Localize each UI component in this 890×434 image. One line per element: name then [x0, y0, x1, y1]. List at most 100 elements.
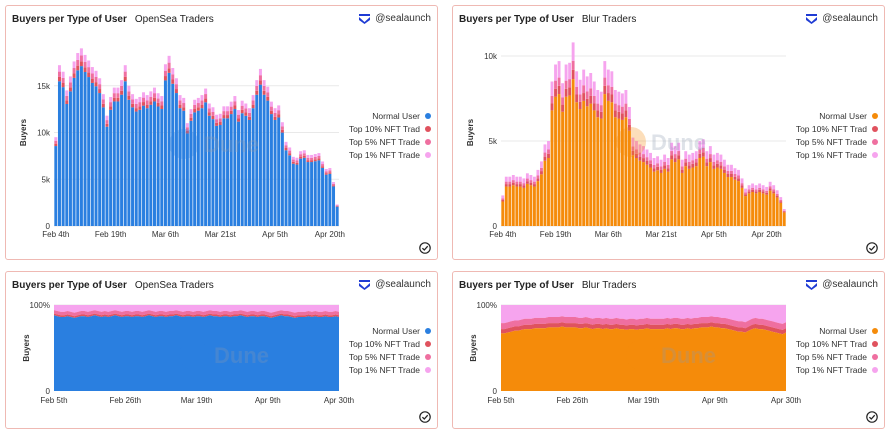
legend-item[interactable]: Normal User	[796, 109, 878, 122]
legend-item[interactable]: Top 5% NFT Trade	[796, 350, 878, 363]
bar-segment-top10	[652, 168, 656, 172]
bar-segment-top1	[109, 96, 113, 103]
bar-segment-top1	[79, 48, 83, 56]
bar-segment-top1	[673, 146, 677, 155]
bar-segment-top10	[222, 115, 226, 119]
legend-item[interactable]: Normal User	[349, 324, 431, 337]
bar-segment-top10	[525, 181, 529, 184]
bar-segment-top5	[273, 112, 277, 117]
legend-item[interactable]: Top 1% NFT Trade	[796, 148, 878, 161]
bar-segment-normal	[511, 185, 515, 226]
bar-segment-normal	[606, 100, 610, 226]
bar-segment-normal	[269, 114, 273, 226]
bar-segment-top10	[200, 104, 204, 109]
y-tick-label: 5k	[42, 175, 51, 184]
bar-segment-top1	[101, 94, 105, 100]
bar-segment-top5	[313, 156, 317, 160]
legend-item[interactable]: Top 5% NFT Trade	[349, 135, 431, 148]
bar-segment-top1	[332, 182, 336, 184]
bar-segment-normal	[501, 201, 505, 226]
bar-segment-top5	[638, 152, 642, 157]
bar-segment-top5	[174, 84, 178, 90]
bar-segment-normal	[116, 101, 120, 226]
bar-segment-top5	[302, 153, 306, 156]
legend-item[interactable]: Top 10% NFT Trad	[349, 337, 431, 350]
y-tick-label: 100%	[30, 301, 50, 310]
bar-segment-top10	[782, 211, 786, 213]
bar-segment-top10	[740, 185, 744, 188]
bar-segment-normal	[659, 172, 663, 226]
bar-segment-top1	[768, 181, 772, 187]
legend-item[interactable]: Top 5% NFT Trade	[349, 350, 431, 363]
bar-segment-top10	[673, 158, 677, 163]
bar-segment-normal	[540, 174, 543, 226]
bar-segment-top1	[568, 62, 572, 80]
x-tick-label: Apr 5th	[701, 230, 727, 239]
dune-logo-icon	[169, 129, 199, 159]
bar-segment-top1	[670, 142, 674, 152]
area-normal	[54, 315, 339, 391]
bar-segment-top1	[313, 154, 317, 157]
bar-segment-top5	[57, 71, 61, 77]
bar-segment-top1	[262, 80, 266, 86]
bar-segment-top1	[712, 154, 716, 162]
bar-segment-top5	[288, 150, 292, 154]
legend-item[interactable]: Top 10% NFT Trad	[796, 337, 878, 350]
check-circle-icon[interactable]	[419, 242, 431, 254]
bar-segment-normal	[575, 102, 579, 226]
bar-segment-normal	[255, 94, 259, 226]
bar-segment-normal	[101, 107, 105, 226]
area-top5	[54, 310, 339, 317]
legend-item[interactable]: Top 1% NFT Trade	[349, 363, 431, 376]
bar-segment-top10	[631, 150, 635, 156]
brand-badge[interactable]: @sealaunch	[359, 13, 431, 24]
bar-segment-top5	[666, 164, 670, 169]
brand-badge[interactable]: @sealaunch	[359, 279, 431, 290]
bar-segment-top1	[571, 42, 575, 61]
bar-segment-top1	[758, 183, 762, 188]
bar-segment-top5	[215, 119, 219, 123]
legend-item[interactable]: Normal User	[349, 109, 431, 122]
legend-item[interactable]: Top 10% NFT Trad	[796, 122, 878, 135]
dune-logo-icon	[626, 340, 656, 370]
bar-segment-top1	[156, 93, 160, 99]
bar-segment-normal	[719, 168, 723, 226]
bar-segment-top10	[215, 122, 219, 126]
bar-segment-top1	[708, 146, 712, 155]
bar-segment-top10	[613, 110, 617, 118]
legend-item[interactable]: Top 5% NFT Trade	[796, 135, 878, 148]
brand-badge[interactable]: @sealaunch	[806, 279, 878, 290]
bar-segment-top10	[189, 117, 193, 121]
legend-item[interactable]: Top 10% NFT Trad	[349, 122, 431, 135]
bar-segment-top5	[200, 100, 204, 105]
check-circle-icon[interactable]	[866, 242, 878, 254]
bar-segment-top1	[694, 151, 698, 159]
x-tick-label: Feb 4th	[42, 230, 69, 239]
bar-segment-top5	[90, 73, 94, 79]
bar-segment-top10	[677, 155, 681, 160]
bar-segment-top10	[744, 194, 747, 197]
y-tick-label: 10k	[37, 129, 51, 138]
bar-segment-normal	[233, 109, 237, 226]
bar-segment-top1	[306, 154, 310, 158]
legend-item[interactable]: Top 1% NFT Trade	[796, 363, 878, 376]
stacked-bar-chart: 0 5k 10k Feb 4th Feb 19th Mar 6th Mar 21st Apr …	[466, 42, 786, 239]
legend-item[interactable]: Normal User	[796, 324, 878, 337]
sealaunch-logo-icon	[806, 13, 818, 24]
legend-item[interactable]: Top 1% NFT Trade	[349, 148, 431, 161]
check-circle-icon[interactable]	[866, 411, 878, 423]
bar-segment-top10	[754, 191, 758, 194]
bar-segment-normal	[90, 82, 94, 226]
bar-segment-normal	[673, 162, 677, 226]
bar-segment-top10	[606, 93, 610, 101]
bar-segment-normal	[730, 177, 733, 226]
bar-segment-top5	[730, 170, 733, 174]
check-circle-icon[interactable]	[419, 411, 431, 423]
bar-segment-top10	[328, 172, 332, 174]
bar-segment-top5	[751, 187, 755, 190]
brand-badge[interactable]: @sealaunch	[806, 13, 878, 24]
bar-segment-normal	[145, 108, 149, 226]
bar-segment-top10	[87, 72, 91, 78]
bar-segment-normal	[744, 196, 747, 226]
bar-segment-normal	[518, 186, 522, 226]
